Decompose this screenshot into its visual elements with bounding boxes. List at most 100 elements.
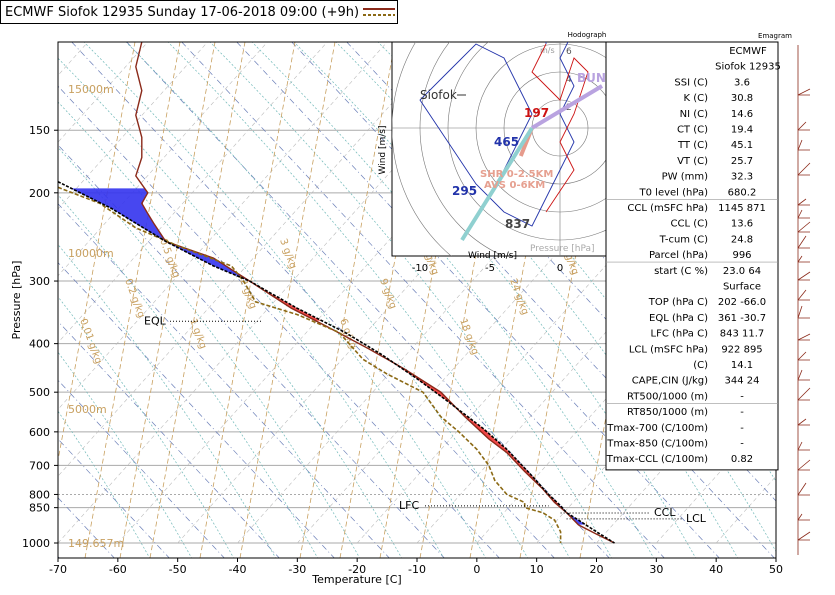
- table-row-value: 23.0 64: [723, 266, 761, 277]
- dry-adiabat-line: [58, 262, 335, 558]
- hodograph-point-label: 295: [452, 184, 477, 198]
- table-row-label: K (C): [683, 93, 708, 104]
- wind-barb: [797, 305, 810, 319]
- lcl-label: LCL: [686, 512, 707, 525]
- moist-adiabat-line: [58, 101, 403, 558]
- wind-barb: [797, 255, 810, 263]
- moist-adiabat-line: [377, 42, 776, 553]
- y-tick-label: 850: [29, 502, 50, 515]
- lfc-label: LFC: [399, 499, 419, 512]
- dry-adiabat-line: [58, 85, 500, 558]
- hodograph-pressure-label: Pressure [hPa]: [530, 244, 595, 254]
- table-row-value: 1145 871: [718, 203, 766, 214]
- table-row-label: Tmax-700 (C/100m): [606, 423, 708, 434]
- table-row-value: 13.6: [731, 219, 753, 230]
- table-row-label: TOP (hPa C): [648, 297, 708, 308]
- moist-adiabat-line: [293, 42, 697, 558]
- table-row-label: LCL (mSFC hPa): [629, 344, 708, 355]
- shear-label: SHR 0-2.5KM: [480, 169, 553, 180]
- avs-label: AVS 0-6KM: [484, 180, 545, 191]
- x-tick-label: 50: [769, 563, 783, 576]
- table-row-label: PW (mm): [662, 172, 708, 183]
- table-row-label: CCL (C): [671, 219, 709, 230]
- table-row-label: Tmax-CCL (C/100m): [606, 454, 708, 465]
- moist-adiabat-line: [209, 42, 613, 558]
- isotherm-line: [775, 542, 776, 543]
- moist-adiabat-line: [83, 42, 487, 558]
- wind-barb: [797, 162, 811, 176]
- wind-barb: [797, 482, 810, 496]
- wind-barb: [797, 121, 810, 131]
- x-tick-label: -50: [169, 563, 187, 576]
- dry-adiabat-line: [291, 42, 775, 558]
- table-row-value: 30.8: [731, 93, 753, 104]
- parcel-profile-line: [58, 180, 615, 544]
- dry-adiabat-line: [58, 379, 225, 558]
- table-row-value: -: [740, 407, 744, 418]
- dry-adiabat-line: [58, 144, 445, 558]
- hodograph-point-label: 465: [494, 135, 519, 149]
- table-row-value: 14.1: [731, 360, 753, 371]
- mean-wind-arrow: [460, 126, 534, 242]
- table-row-value: 19.4: [731, 125, 753, 136]
- dry-adiabat-line: [58, 203, 390, 558]
- table-row-value: 361 -30.7: [718, 313, 766, 324]
- table-row-label: LFC (hPa C): [651, 329, 709, 340]
- chart-title: ECMWF Siofok 12935 Sunday 17-06-2018 09:…: [5, 5, 360, 20]
- temperature-profile-line: [135, 42, 615, 544]
- wind-barb: [797, 235, 810, 249]
- hodograph-title: Hodograph: [568, 31, 607, 39]
- x-tick-label: 0: [473, 563, 480, 576]
- x-tick-label: 30: [649, 563, 663, 576]
- moist-adiabat-line: [58, 194, 319, 558]
- table-row-label: Parcel (hPa): [649, 250, 708, 261]
- x-axis-label: Temperature [C]: [311, 573, 401, 586]
- moist-adiabat-line: [58, 410, 151, 558]
- hodograph-path-low: [419, 42, 575, 227]
- table-row-value: 344 24: [725, 376, 760, 387]
- table-row-value: Surface: [723, 282, 761, 293]
- table-header-cell: ECMWF: [729, 46, 767, 57]
- table-row-value: 3.6: [734, 77, 750, 88]
- cin-area-upper: [70, 188, 250, 282]
- wind-barb: [797, 531, 811, 541]
- wind-barb: [797, 369, 810, 381]
- isotherm-line: [58, 42, 208, 210]
- moist-adiabat-line: [125, 42, 529, 558]
- dry-adiabat-line: [58, 438, 170, 558]
- y-tick-label: 200: [29, 187, 50, 200]
- hodograph-panel: [391, 41, 607, 257]
- moist-adiabat-line: [58, 351, 193, 558]
- table-row-label: T0 level (hPa): [639, 187, 709, 198]
- wind-barb: [797, 333, 811, 341]
- wind-barb: [797, 351, 810, 361]
- emagram-label: Emagram: [758, 32, 792, 40]
- hodograph-point-label: 197: [524, 106, 549, 120]
- wind-barb: [797, 139, 810, 151]
- table-row-value: 0.82: [731, 454, 753, 465]
- table-row-value: 843 11.7: [720, 329, 765, 340]
- x-tick-label: -20: [348, 563, 366, 576]
- y-tick-label: 150: [29, 124, 50, 137]
- x-tick-label: -60: [109, 563, 127, 576]
- hodograph-x-tick-label: -10: [412, 263, 428, 274]
- table-row-label: EQL (hPa C): [649, 313, 708, 324]
- moist-adiabat-line: [58, 57, 445, 558]
- table-row-value: -: [740, 439, 744, 450]
- hodograph-ring-label: 10: [566, 0, 578, 1]
- table-row-value: 680.2: [728, 187, 757, 198]
- table-row-value: 202 -66.0: [718, 297, 766, 308]
- x-tick-label: 20: [590, 563, 604, 576]
- y-tick-label: 600: [29, 426, 50, 439]
- hodograph-ring-label: 8: [566, 19, 572, 29]
- table-row-value: 922 895: [721, 344, 762, 355]
- table-row-label: RT850/1000 (m): [627, 407, 708, 418]
- x-tick-label: 40: [709, 563, 723, 576]
- height-label: 10000m: [68, 247, 114, 260]
- y-tick-label: 1000: [22, 537, 50, 550]
- hodograph-path-high: [531, 43, 589, 213]
- wind-barb: [797, 271, 811, 281]
- wind-barb: [797, 198, 810, 206]
- table-row-value: 25.7: [731, 156, 753, 167]
